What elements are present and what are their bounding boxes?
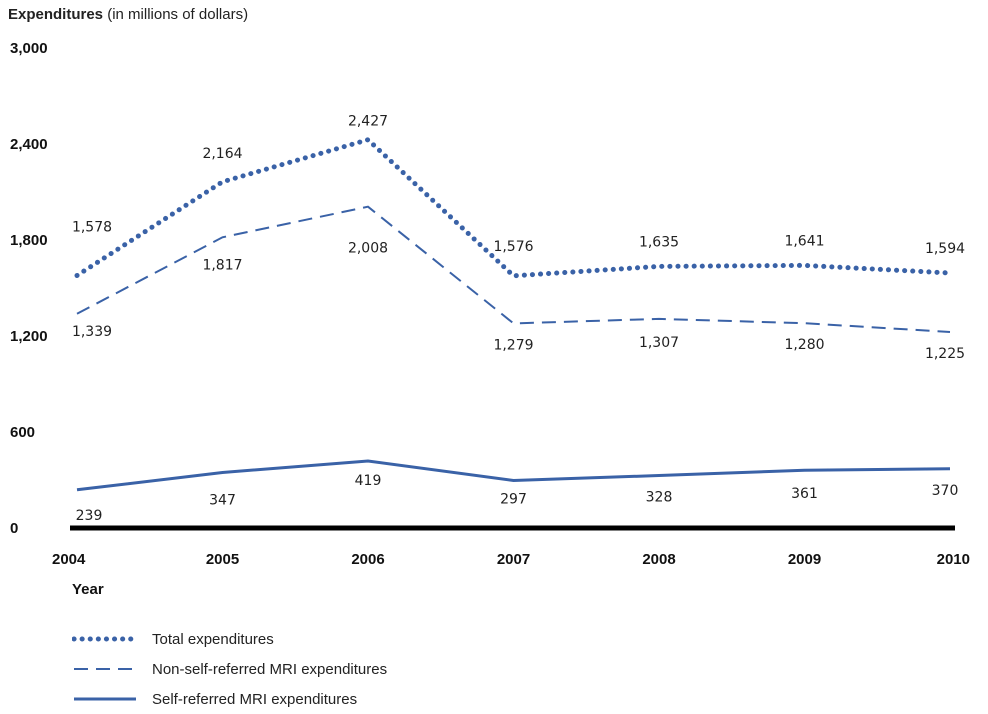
data-label: 1,594 <box>925 241 965 257</box>
data-label: 2,008 <box>348 241 388 257</box>
y-tick-label: 2,400 <box>10 136 48 153</box>
series-line-2 <box>76 205 951 333</box>
data-label: 297 <box>500 491 527 507</box>
data-label: 2,164 <box>202 146 242 162</box>
x-tick-label: 2005 <box>206 551 239 568</box>
y-tick-label: 1,200 <box>10 328 48 345</box>
line-chart: 0 600 1,200 1,800 2,400 3,000 2004 2005 2006 2007… <box>10 40 970 598</box>
data-label: 328 <box>646 490 673 506</box>
legend-label: Non-self-referred MRI expenditures <box>152 660 388 678</box>
chart-legend: Total expenditures Non-self-referred MRI … <box>72 624 387 714</box>
x-tick-label: 2004 <box>52 551 86 568</box>
x-tick-label: 2006 <box>351 551 384 568</box>
data-label: 1,817 <box>202 257 242 273</box>
data-label: 1,279 <box>493 337 533 353</box>
data-label: 1,280 <box>784 337 824 353</box>
data-label: 1,339 <box>72 324 112 340</box>
legend-item: Non-self-referred MRI expenditures <box>72 654 387 684</box>
y-axis-title-bold: Expenditures <box>8 6 104 23</box>
y-axis-title-rest: (in millions of dollars) <box>103 6 249 23</box>
data-label: 1,635 <box>639 234 679 250</box>
x-tick-label: 2009 <box>788 551 821 568</box>
legend-item: Self-referred MRI expenditures <box>72 684 387 714</box>
x-tick-label: 2007 <box>497 551 530 568</box>
legend-label: Self-referred MRI expenditures <box>152 690 358 708</box>
data-label: 1,578 <box>72 220 112 236</box>
x-tick-label: 2008 <box>642 551 675 568</box>
legend-swatch <box>72 636 138 642</box>
legend-swatch <box>74 668 136 670</box>
y-tick-label: 1,800 <box>10 232 48 249</box>
data-label: 1,225 <box>925 346 965 362</box>
data-label: 2,427 <box>348 114 388 130</box>
data-label: 239 <box>76 508 103 524</box>
series-line-3 <box>76 459 951 492</box>
legend-item: Total expenditures <box>72 624 387 654</box>
data-label: 1,641 <box>784 233 824 249</box>
legend-label: Total expenditures <box>152 630 274 648</box>
y-axis-title: Expenditures (in millions of dollars) <box>8 6 248 23</box>
y-tick-label: 600 <box>10 424 35 441</box>
x-tick-label: 2010 <box>937 551 970 568</box>
data-label: 1,576 <box>493 239 533 255</box>
data-label: 370 <box>932 483 959 499</box>
x-axis-title: Year <box>72 581 104 598</box>
data-label: 347 <box>209 492 236 508</box>
data-label: 1,307 <box>639 335 679 351</box>
y-tick-label: 0 <box>10 520 18 537</box>
y-tick-label: 3,000 <box>10 40 48 57</box>
data-label: 419 <box>355 473 382 489</box>
data-label: 361 <box>791 486 818 502</box>
legend-swatch <box>74 697 136 701</box>
